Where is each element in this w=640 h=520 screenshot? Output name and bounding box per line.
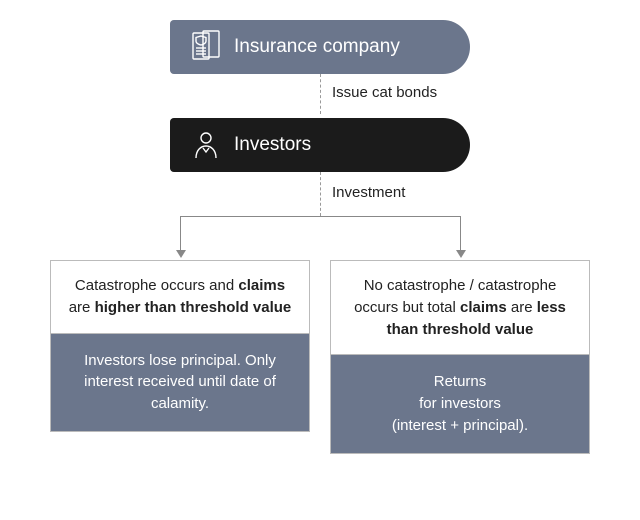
node-insurance-company: Insurance company bbox=[170, 20, 470, 74]
edge-investment-line bbox=[320, 172, 321, 216]
outcome-catastrophe: Catastrophe occurs and claims are higher… bbox=[50, 260, 310, 432]
node-insurance-company-label: Insurance company bbox=[234, 36, 400, 58]
outcome-no-catastrophe: No catastrophe / catastrophe occurs but … bbox=[330, 260, 590, 454]
document-shield-icon bbox=[186, 30, 226, 64]
outcome-catastrophe-result: Investors lose principal. Only interest … bbox=[51, 334, 309, 431]
edge-issue-bonds-label: Issue cat bonds bbox=[332, 84, 437, 101]
split-right-arrow bbox=[456, 250, 466, 258]
outcome-catastrophe-condition: Catastrophe occurs and claims are higher… bbox=[51, 261, 309, 334]
edge-investment-label: Investment bbox=[332, 184, 405, 201]
split-right-drop bbox=[460, 216, 461, 250]
node-investors: Investors bbox=[170, 118, 470, 172]
person-icon bbox=[186, 128, 226, 162]
cat-bond-flowchart: Insurance company Issue cat bonds Invest… bbox=[0, 0, 640, 520]
outcome-no-catastrophe-condition: No catastrophe / catastrophe occurs but … bbox=[331, 261, 589, 355]
edge-issue-bonds-line bbox=[320, 74, 321, 114]
split-left-arrow bbox=[176, 250, 186, 258]
split-horizontal bbox=[180, 216, 460, 217]
split-left-drop bbox=[180, 216, 181, 250]
outcome-no-catastrophe-result: Returnsfor investors(interest + principa… bbox=[331, 355, 589, 452]
node-investors-label: Investors bbox=[234, 134, 311, 156]
